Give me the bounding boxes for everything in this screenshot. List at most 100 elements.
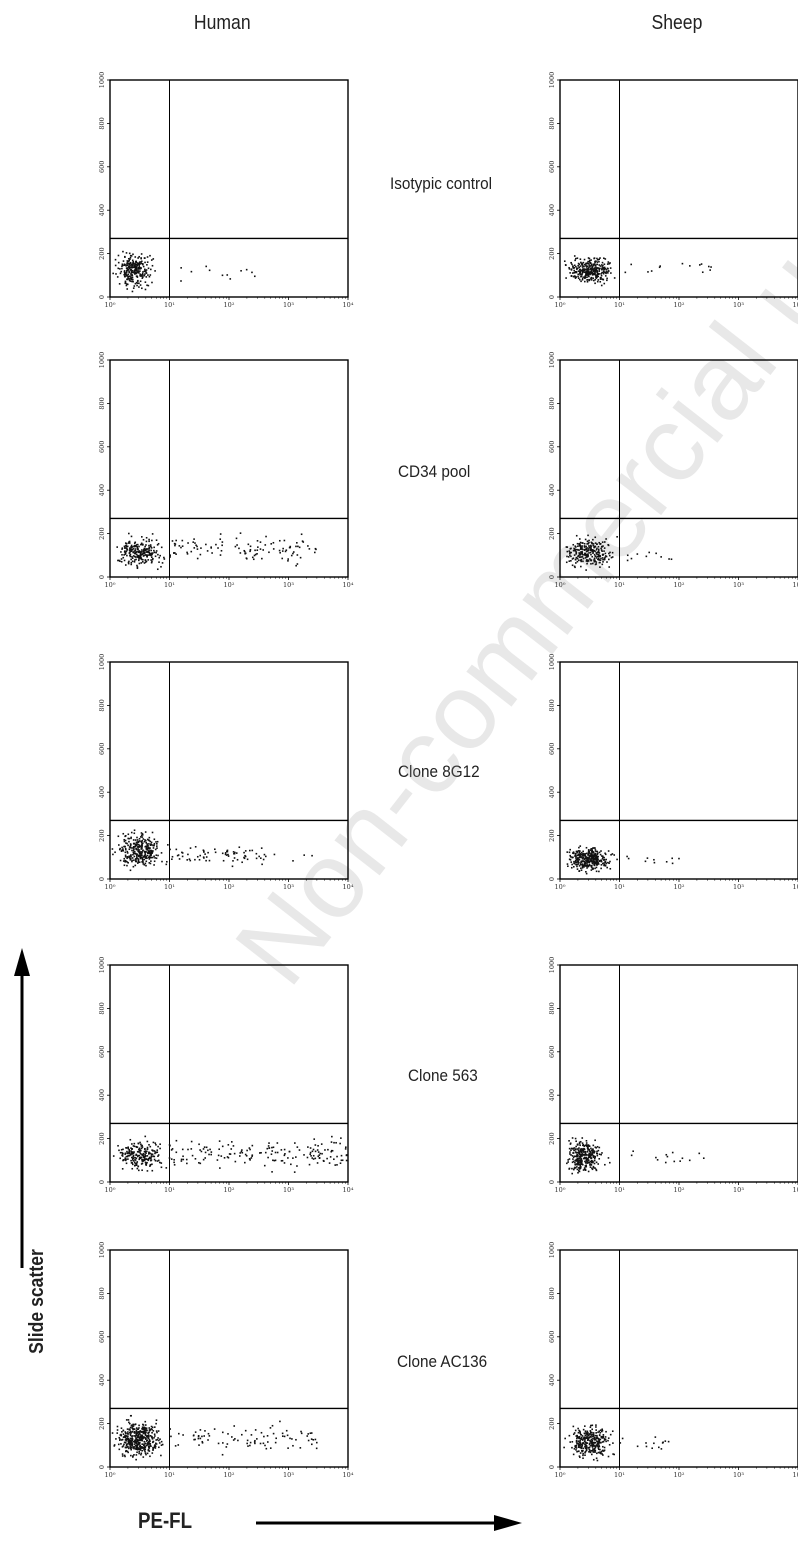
x-tick-label: 10⁰ [105, 301, 116, 309]
data-point [130, 277, 133, 279]
data-point [574, 1155, 576, 1158]
data-point [632, 1150, 634, 1153]
y-tick-label: 400 [548, 1374, 556, 1386]
data-point [129, 1426, 132, 1429]
data-point [249, 1159, 251, 1161]
data-point [153, 1155, 156, 1158]
data-point [182, 1155, 184, 1158]
data-point [601, 1449, 604, 1452]
data-point [127, 1451, 129, 1454]
data-point [317, 1151, 320, 1153]
data-point [563, 1446, 565, 1449]
data-point [594, 560, 597, 562]
data-point [585, 1442, 588, 1444]
data-point [130, 1151, 133, 1153]
data-point [210, 1153, 212, 1156]
data-point [124, 273, 126, 276]
data-point [607, 272, 609, 274]
data-point [135, 1441, 137, 1443]
data-point [572, 265, 574, 267]
data-point [132, 865, 135, 868]
data-point [135, 260, 137, 263]
data-point [585, 555, 587, 557]
data-point [569, 855, 572, 858]
data-point [596, 857, 599, 860]
data-point [262, 549, 265, 551]
data-point [128, 837, 130, 840]
data-point [132, 851, 135, 854]
data-point [592, 1151, 594, 1154]
data-point [570, 268, 573, 271]
data-point [593, 546, 595, 549]
data-point [280, 1160, 283, 1162]
data-point [598, 260, 600, 263]
data-point [613, 854, 616, 856]
data-point [245, 268, 248, 271]
data-point [276, 1142, 279, 1144]
data-point [127, 562, 130, 565]
data-point [132, 1145, 135, 1147]
data-point [149, 1165, 151, 1167]
data-point [340, 1159, 343, 1162]
data-point [678, 857, 680, 860]
data-point [198, 1444, 200, 1446]
data-point [221, 541, 224, 543]
data-point [133, 1443, 136, 1445]
data-point [585, 1162, 587, 1164]
data-point [129, 1438, 132, 1440]
data-point [150, 841, 153, 844]
data-point [587, 257, 590, 259]
data-point [591, 1167, 593, 1170]
data-point [187, 853, 189, 856]
data-point [570, 866, 573, 869]
data-point [143, 1150, 146, 1153]
data-point [132, 264, 134, 267]
y-tick-label: 400 [98, 204, 106, 216]
data-point [119, 268, 121, 270]
data-point [590, 1453, 593, 1456]
data-point [126, 549, 128, 551]
data-point [589, 1435, 592, 1438]
y-tick-label: 0 [98, 1465, 106, 1469]
data-point [574, 1161, 576, 1164]
data-point [582, 1169, 585, 1171]
data-point [144, 1438, 147, 1440]
data-point [574, 859, 577, 862]
data-point [151, 1452, 154, 1454]
data-point [145, 560, 148, 563]
data-point [170, 1158, 173, 1160]
data-point [143, 549, 146, 552]
data-point [149, 1157, 152, 1160]
data-point [591, 550, 594, 553]
data-point [595, 855, 597, 857]
data-point [568, 1168, 570, 1170]
data-point [576, 854, 578, 857]
data-point [587, 559, 589, 561]
data-point [126, 1150, 128, 1153]
data-point [239, 552, 242, 554]
data-point [575, 276, 578, 278]
data-point [593, 1150, 596, 1153]
data-point [138, 837, 141, 840]
data-point [154, 1444, 156, 1446]
data-point [230, 1141, 233, 1143]
data-point [581, 866, 584, 869]
data-point [205, 856, 208, 858]
data-point [577, 1450, 580, 1453]
data-point [585, 857, 587, 859]
data-point [151, 539, 153, 542]
data-point [138, 1427, 140, 1429]
data-point [136, 854, 138, 857]
data-point [564, 264, 567, 266]
data-point [151, 831, 154, 834]
y-tick-label: 1000 [548, 352, 556, 369]
data-point [231, 1436, 233, 1438]
data-point [134, 845, 137, 848]
data-point [208, 1435, 211, 1437]
data-point [150, 843, 152, 845]
data-point [576, 1450, 578, 1453]
data-point [132, 1440, 135, 1443]
data-point [244, 1161, 246, 1164]
x-tick-label: 10¹ [164, 1186, 175, 1194]
data-point [577, 270, 580, 272]
